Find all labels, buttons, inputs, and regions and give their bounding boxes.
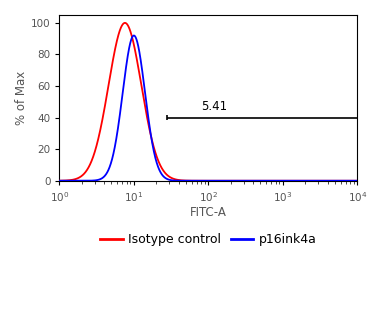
Y-axis label: % of Max: % of Max (15, 71, 28, 125)
X-axis label: FITC-A: FITC-A (190, 206, 227, 219)
Legend: Isotype control, p16ink4a: Isotype control, p16ink4a (96, 228, 321, 252)
Text: 5.41: 5.41 (201, 100, 227, 113)
